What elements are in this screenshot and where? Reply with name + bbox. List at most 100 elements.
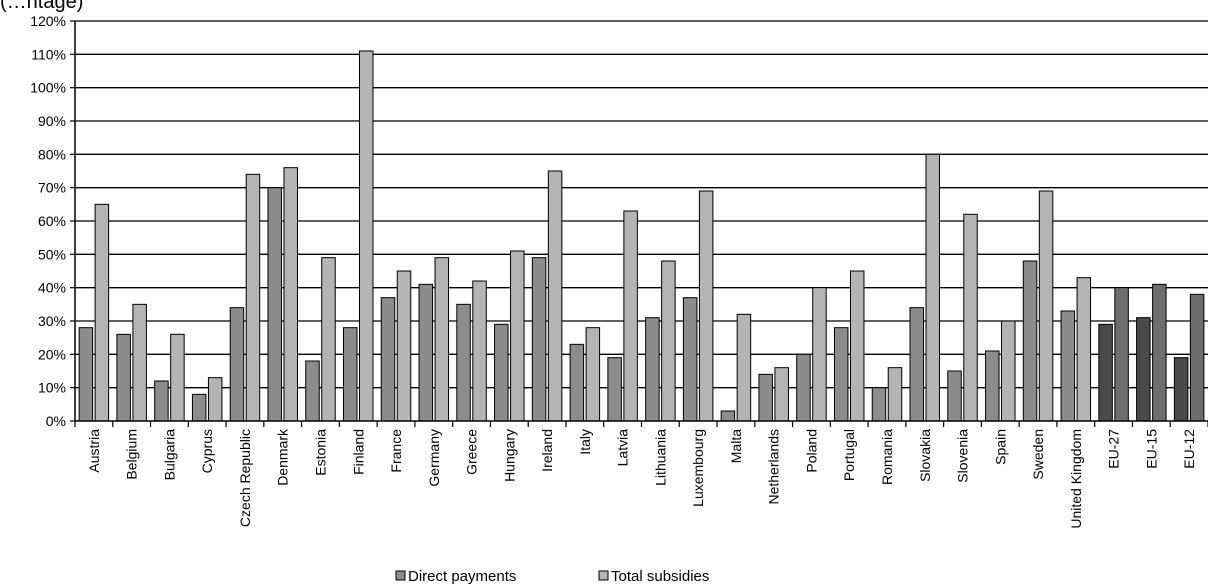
bar-direct-payments-belgium: [116, 333, 131, 422]
bar-total-subsidies-luxembourg: [698, 190, 714, 422]
bar-direct-payments-united-kingdom: [1060, 310, 1076, 422]
bar-total-subsidies-spain: [1001, 320, 1016, 422]
y-tick-label-20: 20%: [38, 346, 66, 362]
bar-direct-payments-ireland: [531, 257, 547, 422]
bar-total-subsidies-finland: [359, 50, 374, 422]
legend-label-total-subsidies: Total subsidies: [611, 568, 709, 585]
x-tick-label-luxembourg: Luxembourg: [690, 429, 706, 507]
bar-total-subsidies-romania: [887, 367, 903, 422]
bar-direct-payments-luxembourg: [682, 297, 698, 422]
bar-total-subsidies-ireland: [547, 170, 563, 422]
bar-direct-payments-poland: [796, 353, 811, 422]
x-axis-ticks: Austria Belgium Bulgaria Cyprus Czech Republ…: [74, 421, 1208, 529]
bar-total-subsidies-portugal: [849, 270, 865, 422]
y-tick-label-50: 50%: [38, 246, 66, 262]
bar-total-subsidies-united-kingdom: [1076, 277, 1092, 422]
x-tick-label-hungary: Hungary: [501, 429, 517, 482]
x-tick-label-latvia: Latvia: [615, 429, 631, 467]
y-tick-label-60: 60%: [38, 213, 66, 229]
legend: Direct payments Total subsidies: [395, 568, 709, 585]
bar-direct-payments-germany: [418, 283, 434, 422]
x-tick-label-bulgaria: Bulgaria: [161, 429, 177, 481]
bar-total-subsidies-estonia: [321, 257, 336, 422]
x-tick-label-eu-12: EU-12: [1181, 429, 1197, 469]
y-tick-label-90: 90%: [38, 113, 66, 129]
bar-total-subsidies-belgium: [132, 303, 147, 422]
bar-direct-payments-austria: [78, 327, 94, 422]
x-tick-label-france: France: [388, 429, 404, 473]
bar-direct-payments-slovenia: [947, 370, 962, 422]
x-tick-label-germany: Germany: [426, 429, 442, 487]
x-tick-label-italy: Italy: [577, 429, 593, 455]
bar-total-subsidies-czech-republic: [245, 173, 261, 422]
bar-direct-payments-france: [380, 297, 396, 422]
x-tick-label-portugal: Portugal: [841, 429, 857, 481]
legend-label-direct-payments: Direct payments: [408, 568, 516, 585]
bar-direct-payments-spain: [985, 350, 1000, 422]
y-tick-label-10: 10%: [38, 380, 66, 396]
x-tick-label-netherlands: Netherlands: [766, 429, 782, 505]
x-tick-label-slovakia: Slovakia: [917, 429, 933, 482]
bar-total-subsidies-netherlands: [774, 367, 789, 422]
x-tick-label-finland: Finland: [350, 429, 366, 475]
bar-direct-payments-italy: [569, 343, 585, 422]
bar-direct-payments-denmark: [267, 187, 282, 422]
bar-total-subsidies-austria: [94, 203, 110, 422]
y-tick-label-70: 70%: [38, 180, 66, 196]
y-tick-label-0: 0%: [46, 413, 66, 429]
bar-direct-payments-eu-12: [1173, 357, 1189, 422]
bar-total-subsidies-eu-27: [1114, 287, 1129, 422]
bar-total-subsidies-sweden: [1038, 190, 1054, 422]
bar-total-subsidies-latvia: [623, 210, 638, 422]
bar-direct-payments-bulgaria: [154, 380, 169, 422]
bar-direct-payments-czech-republic: [229, 307, 245, 422]
bar-total-subsidies-malta: [736, 313, 752, 422]
bar-total-subsidies-greece: [472, 280, 487, 422]
bar-direct-payments-sweden: [1022, 260, 1038, 422]
legend-swatch-total-subsidies: [598, 570, 609, 581]
bar-total-subsidies-poland: [812, 287, 827, 422]
bar-direct-payments-eu-15: [1136, 317, 1151, 422]
bar-direct-payments-romania: [871, 387, 887, 422]
x-tick-label-ireland: Ireland: [539, 429, 555, 472]
chart-title: (…ntage): [0, 0, 84, 13]
bar-direct-payments-latvia: [607, 357, 622, 422]
bar-direct-payments-portugal: [833, 327, 849, 422]
x-tick-label-estonia: Estonia: [312, 429, 328, 476]
x-tick-label-eu-27: EU-27: [1106, 429, 1122, 469]
bar-total-subsidies-bulgaria: [170, 333, 185, 422]
x-tick-label-spain: Spain: [992, 429, 1008, 465]
x-tick-label-slovenia: Slovenia: [955, 429, 971, 483]
x-tick-label-poland: Poland: [803, 429, 819, 473]
bar-direct-payments-slovakia: [909, 307, 924, 422]
y-axis-ticks: 0% 10% 20% 30% 40% 50% 60% 70% 80% 90% 100% 110% 120…: [30, 13, 75, 429]
y-tick-label-120: 120%: [30, 13, 66, 29]
bar-total-subsidies-eu-12: [1189, 293, 1205, 422]
legend-swatch-direct-payments: [395, 570, 406, 581]
x-tick-label-denmark: Denmark: [275, 428, 291, 486]
bar-direct-payments-eu-27: [1098, 323, 1113, 422]
bar-total-subsidies-slovenia: [963, 213, 978, 422]
x-tick-label-malta: Malta: [728, 429, 744, 463]
bar-total-subsidies-france: [396, 270, 412, 422]
bars: [78, 50, 1205, 422]
x-tick-label-sweden: Sweden: [1030, 429, 1046, 480]
bar-total-subsidies-slovakia: [925, 153, 940, 422]
x-tick-label-united-kingdom: United Kingdom: [1068, 429, 1084, 529]
bar-total-subsidies-italy: [585, 327, 601, 422]
bar-total-subsidies-hungary: [510, 250, 525, 422]
x-tick-label-romania: Romania: [879, 429, 895, 485]
bar-total-subsidies-eu-15: [1152, 283, 1167, 422]
y-tick-label-40: 40%: [38, 280, 66, 296]
x-tick-label-cyprus: Cyprus: [199, 429, 215, 473]
bar-direct-payments-estonia: [305, 360, 320, 422]
x-tick-label-czech-republic: Czech Republic: [237, 429, 253, 527]
bar-total-subsidies-cyprus: [207, 377, 223, 422]
bar-direct-payments-netherlands: [758, 373, 773, 422]
y-tick-label-80: 80%: [38, 146, 66, 162]
bar-direct-payments-cyprus: [191, 393, 207, 422]
y-tick-label-110: 110%: [31, 46, 66, 62]
x-tick-label-austria: Austria: [86, 429, 102, 473]
y-tick-label-30: 30%: [38, 313, 66, 329]
